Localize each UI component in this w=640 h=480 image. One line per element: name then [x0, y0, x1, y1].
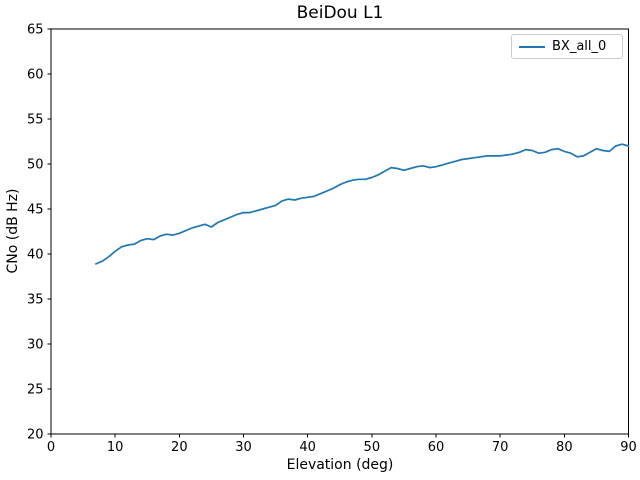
y-tick-label: 40: [27, 248, 44, 263]
y-tick-label: 50: [27, 158, 44, 173]
legend: BX_all_0: [511, 34, 623, 59]
y-tick-label: 30: [27, 338, 44, 353]
x-tick-label: 80: [556, 440, 573, 455]
x-tick-label: 20: [171, 440, 188, 455]
y-tick-label: 65: [27, 23, 44, 38]
legend-line-swatch: [519, 45, 545, 48]
y-tick-label: 35: [27, 293, 44, 308]
legend-label: BX_all_0: [552, 39, 607, 54]
data-line-BX_all_0: [95, 143, 630, 265]
y-tick-label: 20: [27, 428, 44, 443]
y-tick-label: 60: [27, 68, 44, 83]
y-tick-label: 25: [27, 383, 44, 398]
x-axis-label: Elevation (deg): [286, 457, 394, 473]
y-tick-label: 55: [27, 113, 44, 128]
x-tick-label: 30: [235, 440, 252, 455]
x-tick-label: 10: [107, 440, 124, 455]
chart-title: BeiDou L1: [296, 3, 384, 23]
x-tick-label: 0: [47, 440, 55, 455]
y-tick-label: 45: [27, 203, 44, 218]
x-tick-label: 70: [492, 440, 509, 455]
x-tick-label: 90: [620, 440, 637, 455]
plot-border: [50, 28, 629, 435]
x-tick-label: 50: [364, 440, 381, 455]
y-axis-label: CNo (dB Hz): [5, 188, 21, 274]
x-tick-label: 60: [428, 440, 445, 455]
x-tick-label: 40: [299, 440, 316, 455]
